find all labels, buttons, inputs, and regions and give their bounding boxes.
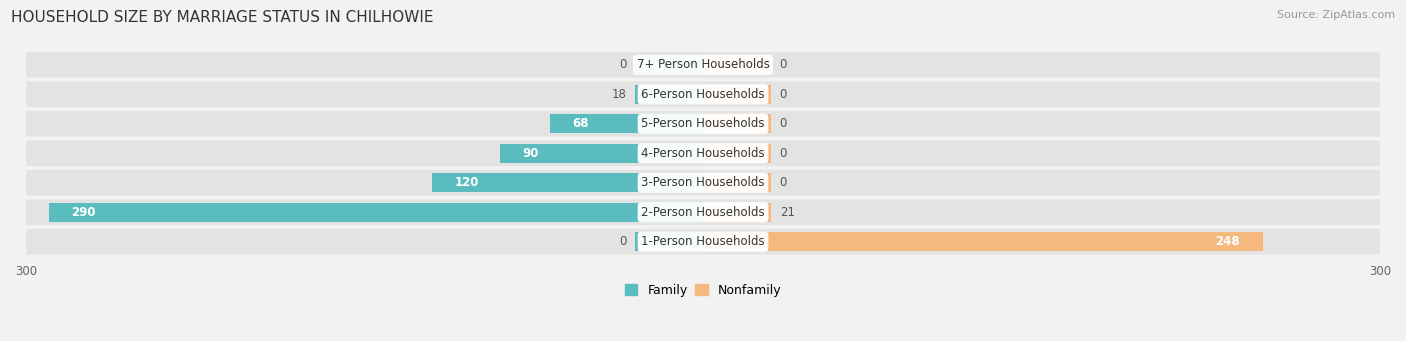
Legend: Family, Nonfamily: Family, Nonfamily [620,279,786,302]
Text: 1-Person Households: 1-Person Households [641,235,765,248]
Text: 3-Person Households: 3-Person Households [641,176,765,189]
Bar [636,55,703,74]
Text: 4-Person Households: 4-Person Households [641,147,765,160]
Bar [501,144,703,163]
FancyBboxPatch shape [27,229,1379,254]
Text: HOUSEHOLD SIZE BY MARRIAGE STATUS IN CHILHOWIE: HOUSEHOLD SIZE BY MARRIAGE STATUS IN CHI… [11,10,433,25]
FancyBboxPatch shape [27,140,1379,166]
FancyBboxPatch shape [27,52,1379,78]
Bar [703,232,1263,251]
Text: 21: 21 [780,206,794,219]
Text: 5-Person Households: 5-Person Households [641,117,765,130]
Bar [703,203,770,222]
Text: 0: 0 [619,58,626,71]
Text: 0: 0 [780,88,787,101]
FancyBboxPatch shape [27,111,1379,137]
Bar [49,203,703,222]
Text: 90: 90 [523,147,538,160]
Text: 68: 68 [572,117,589,130]
Text: 120: 120 [454,176,479,189]
Text: 0: 0 [780,147,787,160]
FancyBboxPatch shape [27,81,1379,107]
Text: 0: 0 [780,176,787,189]
Text: 0: 0 [619,235,626,248]
Text: 18: 18 [612,88,626,101]
Text: 2-Person Households: 2-Person Households [641,206,765,219]
FancyBboxPatch shape [27,170,1379,195]
Text: 0: 0 [780,117,787,130]
Text: Source: ZipAtlas.com: Source: ZipAtlas.com [1277,10,1395,20]
Bar [703,55,770,74]
Text: 290: 290 [72,206,96,219]
Text: 0: 0 [780,58,787,71]
Bar [636,85,703,104]
Bar [703,85,770,104]
Bar [703,144,770,163]
FancyBboxPatch shape [27,199,1379,225]
Text: 6-Person Households: 6-Person Households [641,88,765,101]
Bar [432,173,703,192]
Bar [703,173,770,192]
Bar [550,114,703,133]
Text: 7+ Person Households: 7+ Person Households [637,58,769,71]
Bar [636,232,703,251]
Bar [703,114,770,133]
Text: 248: 248 [1215,235,1240,248]
